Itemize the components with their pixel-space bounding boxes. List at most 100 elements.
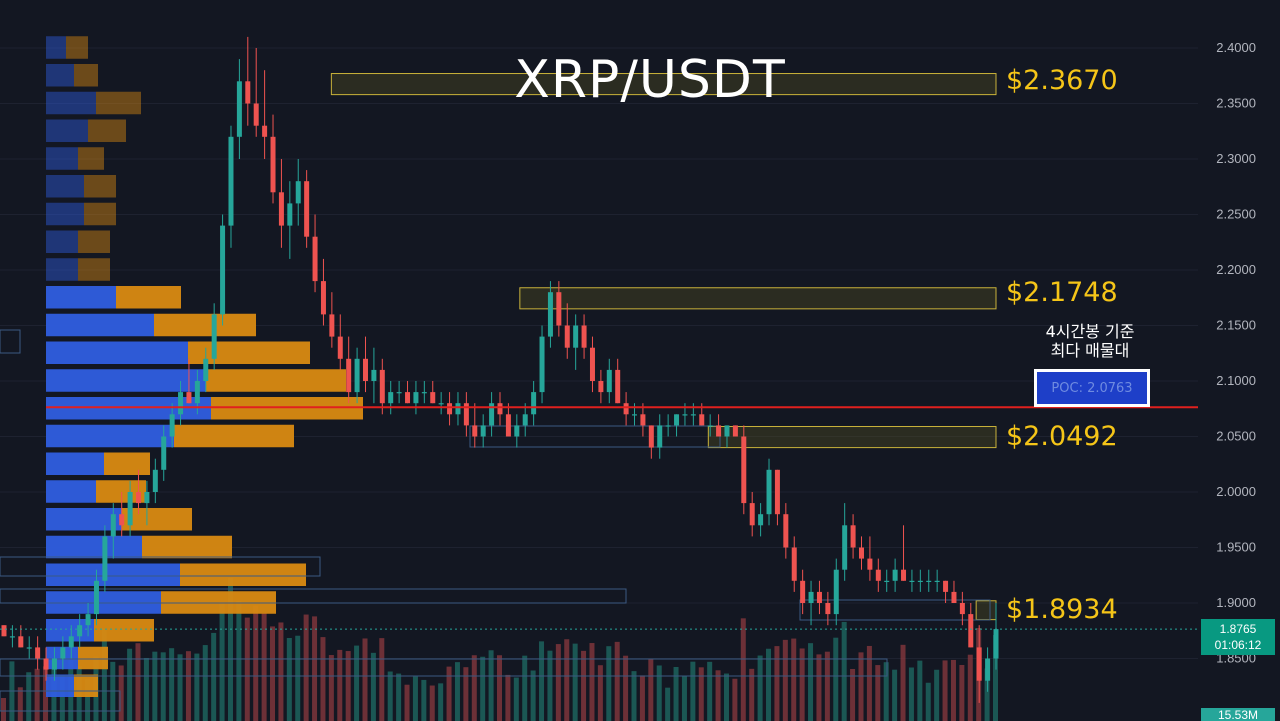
candle-body	[93, 580, 99, 615]
candle-body	[724, 425, 730, 437]
profile-buy-bar	[46, 119, 88, 142]
range-box	[0, 556, 321, 577]
profile-sell-bar	[116, 286, 181, 309]
candle-body	[766, 469, 772, 515]
volume-bar	[429, 685, 435, 721]
candle-body	[270, 136, 276, 193]
volume-bar	[127, 648, 133, 721]
candle-body	[539, 336, 545, 393]
profile-buy-bar	[46, 36, 66, 59]
volume-bar	[816, 654, 822, 721]
candle-body	[186, 392, 192, 404]
volume-bar	[715, 670, 721, 721]
candle-body	[943, 580, 949, 592]
level-label-2-0492: $2.0492	[1006, 421, 1118, 452]
volume-bar	[808, 643, 814, 721]
candle-body	[547, 292, 553, 337]
volume-bar	[101, 628, 107, 721]
candle-body	[791, 547, 797, 581]
profile-buy-bar	[46, 535, 142, 559]
candle-body	[699, 414, 705, 426]
volume-bar	[782, 639, 788, 721]
volume-bar	[202, 645, 208, 721]
volume-bar	[698, 667, 704, 721]
range-box	[0, 588, 627, 604]
candle-body	[371, 369, 377, 381]
volume-bar	[766, 648, 772, 721]
volume-bar	[194, 653, 200, 721]
candle-body	[68, 636, 74, 648]
candle-body	[304, 181, 310, 237]
resistance-zone	[707, 426, 997, 449]
candle-body	[976, 647, 982, 681]
volume-bar	[354, 645, 360, 721]
poc-annotation: 4시간봉 기준 최다 매물대	[1010, 322, 1170, 360]
profile-sell-bar	[94, 619, 154, 642]
candle-body	[833, 569, 839, 615]
profile-buy-bar	[46, 508, 122, 531]
candle-body	[531, 392, 537, 415]
volume-bar	[732, 678, 738, 721]
last-price: 1.8765	[1219, 622, 1257, 636]
profile-sell-bar	[154, 313, 256, 337]
volume-bar	[320, 637, 326, 721]
volume-bar	[169, 648, 175, 721]
range-box	[0, 690, 121, 712]
profile-sell-bar	[206, 369, 346, 392]
volume-bar	[505, 674, 511, 721]
candle-body	[556, 292, 562, 326]
resistance-zone	[330, 73, 997, 96]
volume-bar	[471, 655, 477, 721]
volume-bar	[135, 643, 141, 721]
profile-buy-bar	[46, 175, 84, 198]
volume-bar	[875, 665, 881, 721]
candle-body	[472, 425, 478, 437]
volume-bar	[539, 641, 545, 721]
volume-bar	[17, 687, 23, 721]
candle-body	[136, 492, 142, 504]
candle-body	[337, 336, 343, 359]
candle-body	[51, 658, 57, 670]
profile-buy-bar	[46, 91, 96, 115]
volume-bar	[866, 645, 872, 721]
volume-bar	[749, 668, 755, 721]
volume-bar	[950, 659, 956, 721]
volume-bar	[286, 637, 292, 721]
range-box	[799, 599, 991, 621]
volume-bar	[438, 683, 444, 721]
candle-body	[480, 425, 486, 437]
candle-body	[144, 492, 150, 504]
candle-body	[934, 580, 940, 582]
profile-sell-bar	[74, 674, 98, 697]
candle-body	[993, 629, 999, 659]
level-label-2-1748: $2.1748	[1006, 277, 1118, 308]
volume-tag: 15.53M	[1201, 708, 1275, 721]
y-tick-label: 2.0000	[1216, 484, 1256, 499]
profile-sell-bar	[84, 202, 116, 226]
profile-buy-bar	[46, 147, 78, 170]
candle-body	[379, 369, 385, 404]
profile-sell-bar	[174, 424, 294, 448]
volume-bar	[404, 684, 410, 721]
volume-bar	[572, 643, 578, 721]
profile-sell-bar	[66, 36, 88, 59]
volume-bar	[892, 669, 898, 721]
volume-bar	[34, 668, 40, 721]
volume-bar	[219, 601, 225, 721]
candle-body	[884, 580, 890, 582]
candle-body	[901, 569, 907, 581]
candle-body	[522, 414, 528, 426]
candle-body	[1, 625, 7, 637]
volume-bar	[295, 635, 301, 721]
candle-body	[665, 425, 671, 427]
volume-bar	[387, 671, 393, 721]
volume-bar	[185, 651, 191, 721]
candle-body	[194, 381, 200, 404]
candle-body	[707, 425, 713, 427]
candle-body	[119, 514, 125, 526]
candle-body	[606, 369, 612, 393]
candle-body	[909, 580, 915, 582]
volume-bar	[312, 616, 318, 721]
volume-bar	[270, 626, 276, 721]
